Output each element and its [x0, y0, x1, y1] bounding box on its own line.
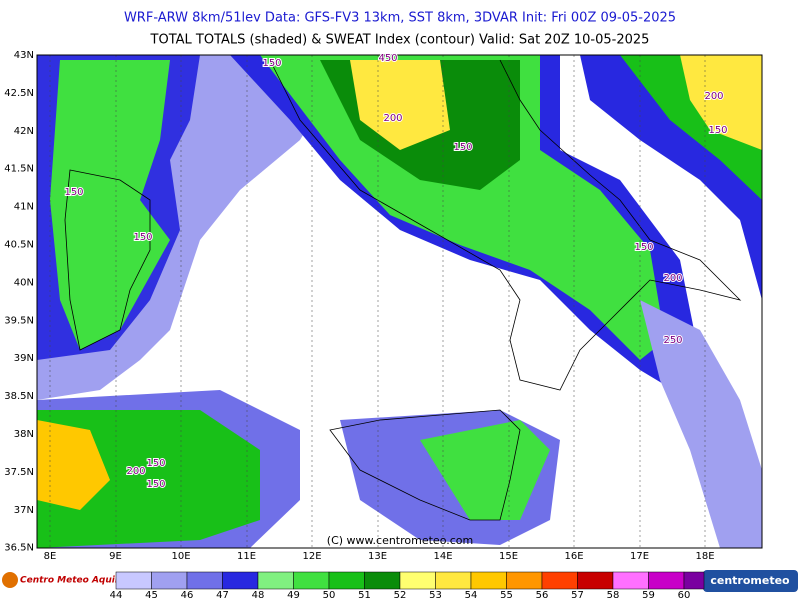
colorbar-label: 53: [429, 590, 442, 600]
colorbar-swatch: [506, 571, 543, 590]
logo-right: centrometeo: [703, 570, 798, 592]
lon-label: 14E: [433, 551, 452, 562]
colorbar-swatch: [577, 571, 614, 590]
logo-text: Centro Meteo Aquilano: [20, 576, 137, 586]
colorbar-swatch: [399, 571, 436, 590]
colorbar-swatch: [612, 571, 649, 590]
colorbar-swatch: [257, 571, 294, 590]
contour-label: 150: [634, 242, 653, 253]
field: [680, 55, 762, 150]
graticule: [49, 55, 706, 548]
lat-label: 41.5N: [4, 164, 34, 175]
lon-label: 10E: [171, 551, 190, 562]
title-line1: WRF-ARW 8km/51lev Data: GFS-FV3 13km, SS…: [124, 11, 676, 26]
labels: 43N 42.5N 42N 41.5N 41N 40.5N 40N 39.5N 39N 38.5N…: [4, 50, 728, 562]
colorbar-swatch: [293, 571, 330, 590]
colorbar-swatch: [541, 571, 578, 590]
field: [37, 420, 110, 510]
lat-label: 37N: [14, 505, 34, 516]
lat-label: 39.5N: [4, 315, 34, 326]
lat-label: 43N: [14, 50, 34, 61]
lon-label: 16E: [564, 551, 583, 562]
lat-label: 40.5N: [4, 240, 34, 251]
contour-label: 150: [453, 142, 472, 153]
lat-label: 38N: [14, 429, 34, 440]
contour-label: 200: [383, 113, 402, 124]
logo-left: Centro Meteo Aquilano: [2, 572, 137, 588]
field: [350, 60, 450, 150]
map-area: [36, 54, 763, 549]
colorbar-label: 52: [394, 590, 407, 600]
lat-label: 42.5N: [4, 88, 34, 99]
colorbar-label: 44: [110, 590, 123, 600]
colorbar-label: 45: [145, 590, 158, 600]
colorbar-swatch: [364, 571, 401, 590]
map-frame: [36, 54, 763, 549]
contour-label: 150: [146, 458, 165, 469]
contour-label: 200: [704, 91, 723, 102]
colorbar-swatch: [648, 571, 685, 590]
lat-label: 36.5N: [4, 543, 34, 554]
colorbar-swatch: [115, 571, 152, 590]
colorbar-label: 47: [216, 590, 229, 600]
field: [640, 300, 762, 548]
credit: (C) www.centrometeo.com: [327, 534, 473, 547]
field: [50, 60, 170, 350]
colorbar-label: 58: [607, 590, 620, 600]
colorbar-label: 59: [642, 590, 655, 600]
colorbar-label: 46: [181, 590, 194, 600]
colorbar: 44 45 46 47 48 49 50 51 52 53 54 55 56 57 58 59 60: [110, 571, 705, 601]
colorbar-label: 51: [358, 590, 371, 600]
colorbar-label: 55: [500, 590, 513, 600]
colorbar-swatch: [328, 571, 365, 590]
contour-label: 250: [663, 335, 682, 346]
contour-label: 150: [64, 187, 83, 198]
colorbar-label: 48: [252, 590, 265, 600]
lon-label: 13E: [368, 551, 387, 562]
contour-label: 450: [378, 53, 397, 64]
contour-label: 150: [708, 125, 727, 136]
lon-label: 9E: [109, 551, 122, 562]
colorbar-swatch: [222, 571, 259, 590]
lat-label: 40N: [14, 277, 34, 288]
colorbar-swatch: [151, 571, 188, 590]
lat-label: 39N: [14, 353, 34, 364]
lon-label: 15E: [499, 551, 518, 562]
colorbar-swatch: [470, 571, 507, 590]
lat-label: 38.5N: [4, 391, 34, 402]
lon-label: 8E: [44, 551, 57, 562]
lon-label: 18E: [695, 551, 714, 562]
colorbar-swatch: [186, 571, 223, 590]
lon-label: 11E: [237, 551, 256, 562]
logo-icon: [2, 572, 18, 588]
lat-label: 41N: [14, 202, 34, 213]
colorbar-swatch: [435, 571, 472, 590]
colorbar-label: 49: [287, 590, 300, 600]
contour-label: 150: [146, 479, 165, 490]
colorbar-label: 50: [323, 590, 336, 600]
logo-bg: [703, 570, 798, 592]
lat-label: 42N: [14, 126, 34, 137]
logo-text: centrometeo: [710, 574, 790, 587]
contour-label: 150: [262, 58, 281, 69]
title-line2: TOTAL TOTALS (shaded) & SWEAT Index (con…: [150, 33, 650, 48]
coastline: [64, 59, 742, 521]
colorbar-label: 56: [536, 590, 549, 600]
contour-label: 200: [663, 273, 682, 284]
colorbar-label: 60: [678, 590, 691, 600]
contour-label: 200: [126, 466, 145, 477]
field: [420, 420, 550, 520]
contour-label: 150: [133, 232, 152, 243]
contour-label: 150: [262, 58, 281, 69]
lon-label: 12E: [302, 551, 321, 562]
colorbar-swatch: [683, 571, 705, 590]
colorbar-label: 57: [571, 590, 584, 600]
lat-label: 37.5N: [4, 467, 34, 478]
lon-label: 17E: [630, 551, 649, 562]
colorbar-label: 54: [465, 590, 478, 600]
